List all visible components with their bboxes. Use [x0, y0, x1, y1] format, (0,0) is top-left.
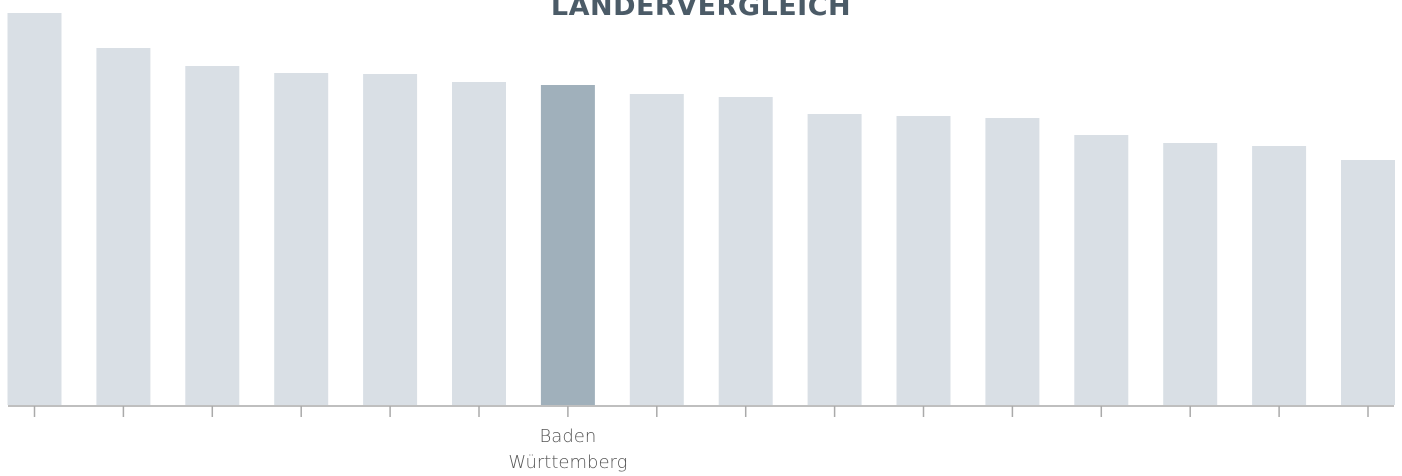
bar: [629, 94, 684, 405]
bar: [985, 118, 1040, 405]
x-tick-label: Baden Württemberg: [508, 426, 628, 473]
bar: [1163, 143, 1218, 405]
bar: [363, 74, 418, 405]
bar: [7, 13, 62, 405]
bar: [185, 66, 240, 405]
bar: [807, 114, 862, 405]
chart-title: LÄNDERVERGLEICH: [550, 0, 852, 22]
bar: [1341, 160, 1395, 405]
bar: [718, 97, 773, 405]
bar: [540, 85, 595, 405]
bar: [274, 73, 329, 405]
bar: [896, 116, 951, 405]
bar: [1074, 135, 1129, 405]
bar: [96, 48, 151, 405]
bar: [452, 82, 506, 405]
bar: [1252, 146, 1307, 405]
